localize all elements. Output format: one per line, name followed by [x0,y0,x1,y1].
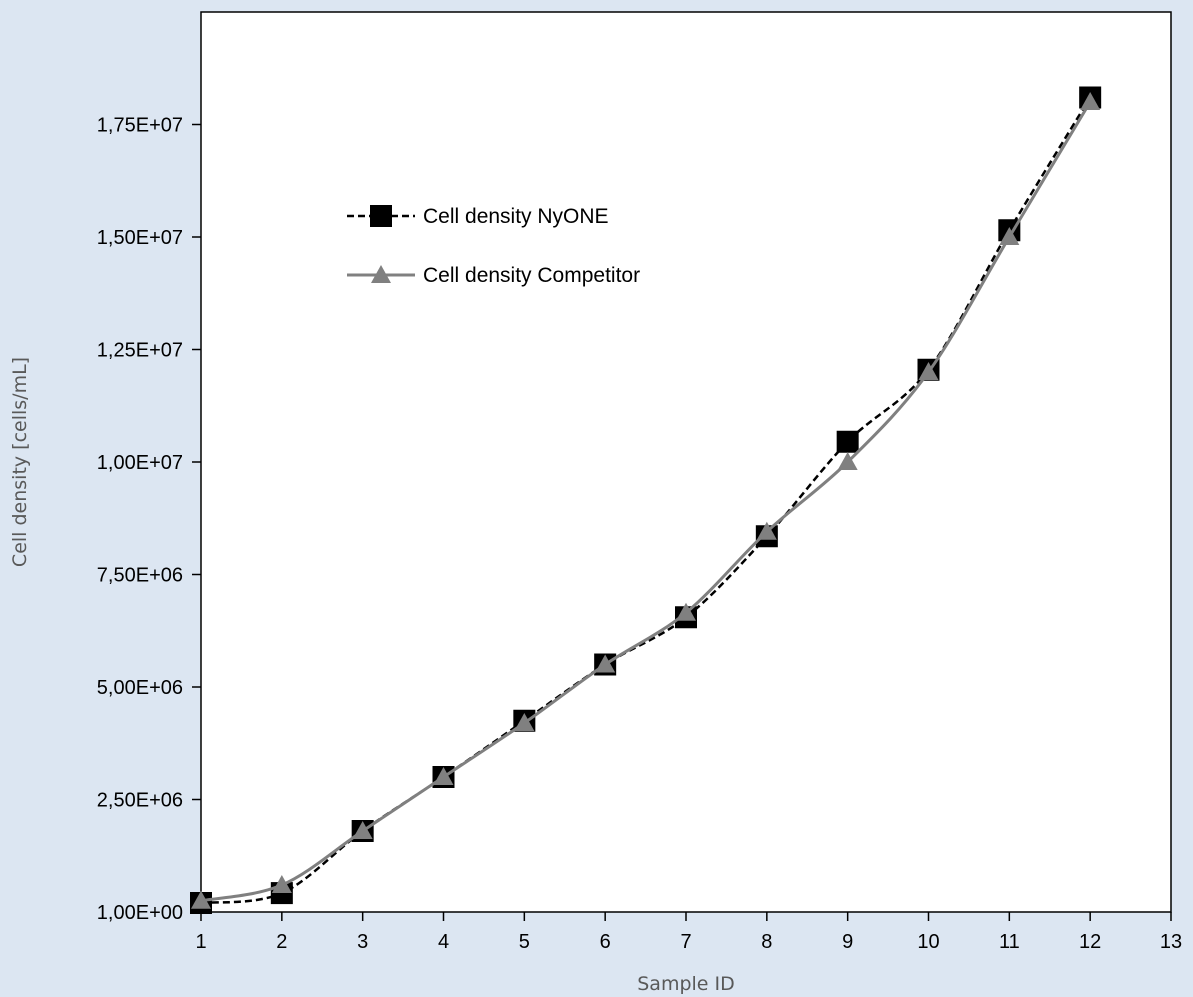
data-point-competitor [676,602,696,621]
data-point-nyone [836,430,859,453]
x-tick-label: 1 [195,931,206,953]
y-tick-label: 7,50E+06 [97,565,183,587]
legend-marker [371,265,391,283]
legend-label: Cell density NyONE [423,205,609,228]
x-tick-label: 8 [761,931,772,953]
x-axis-title: Sample ID [637,973,735,995]
data-point-competitor [837,452,858,470]
legend: Cell density NyONE Cell density Competito… [347,205,640,287]
y-tick-label: 1,00E+07 [97,452,183,474]
data-point-competitor [1080,92,1101,110]
y-tick-label: 1,50E+07 [97,227,183,249]
data-point-competitor [433,767,454,785]
x-tick-label: 4 [438,931,449,953]
legend-item-nyone: Cell density NyONE [347,205,609,228]
x-tick-label: 13 [1160,931,1182,953]
plot-area [200,11,1172,913]
data-point-competitor [918,362,939,380]
y-axis: 1,00E+00 2,50E+06 5,00E+06 7,50E+06 1,00E+07… [97,115,201,924]
data-point-competitor [352,821,373,839]
x-axis: 1 2 3 4 5 6 7 8 9 10 11 12 13 [195,912,1182,953]
y-axis-title: Cell density [cells/mL] [9,357,31,567]
x-tick-label: 7 [680,931,691,953]
data-point-competitor [271,875,292,893]
y-tick-label: 1,00E+00 [97,902,183,924]
y-tick-label: 1,75E+07 [97,115,183,137]
x-tick-label: 11 [999,931,1020,953]
data-point-competitor [191,890,211,909]
x-tick-label: 6 [600,931,611,953]
y-tick-label: 5,00E+06 [97,677,183,699]
x-tick-label: 12 [1079,931,1101,953]
legend-item-competitor: Cell density Competitor [347,264,640,287]
legend-marker [370,205,392,227]
series-layer [190,86,1102,914]
data-point-competitor [595,654,616,673]
x-tick-label: 2 [276,931,287,953]
x-tick-label: 10 [917,931,939,953]
data-point-competitor [756,521,777,540]
x-tick-label: 9 [842,931,853,953]
x-tick-label: 3 [357,931,368,953]
series-competitor [191,92,1101,909]
y-tick-label: 1,25E+07 [97,340,183,362]
y-tick-label: 2,50E+06 [97,790,183,812]
data-point-competitor [514,713,535,731]
x-tick-label: 5 [519,931,530,953]
data-point-competitor [999,227,1020,245]
legend-label: Cell density Competitor [423,264,640,287]
